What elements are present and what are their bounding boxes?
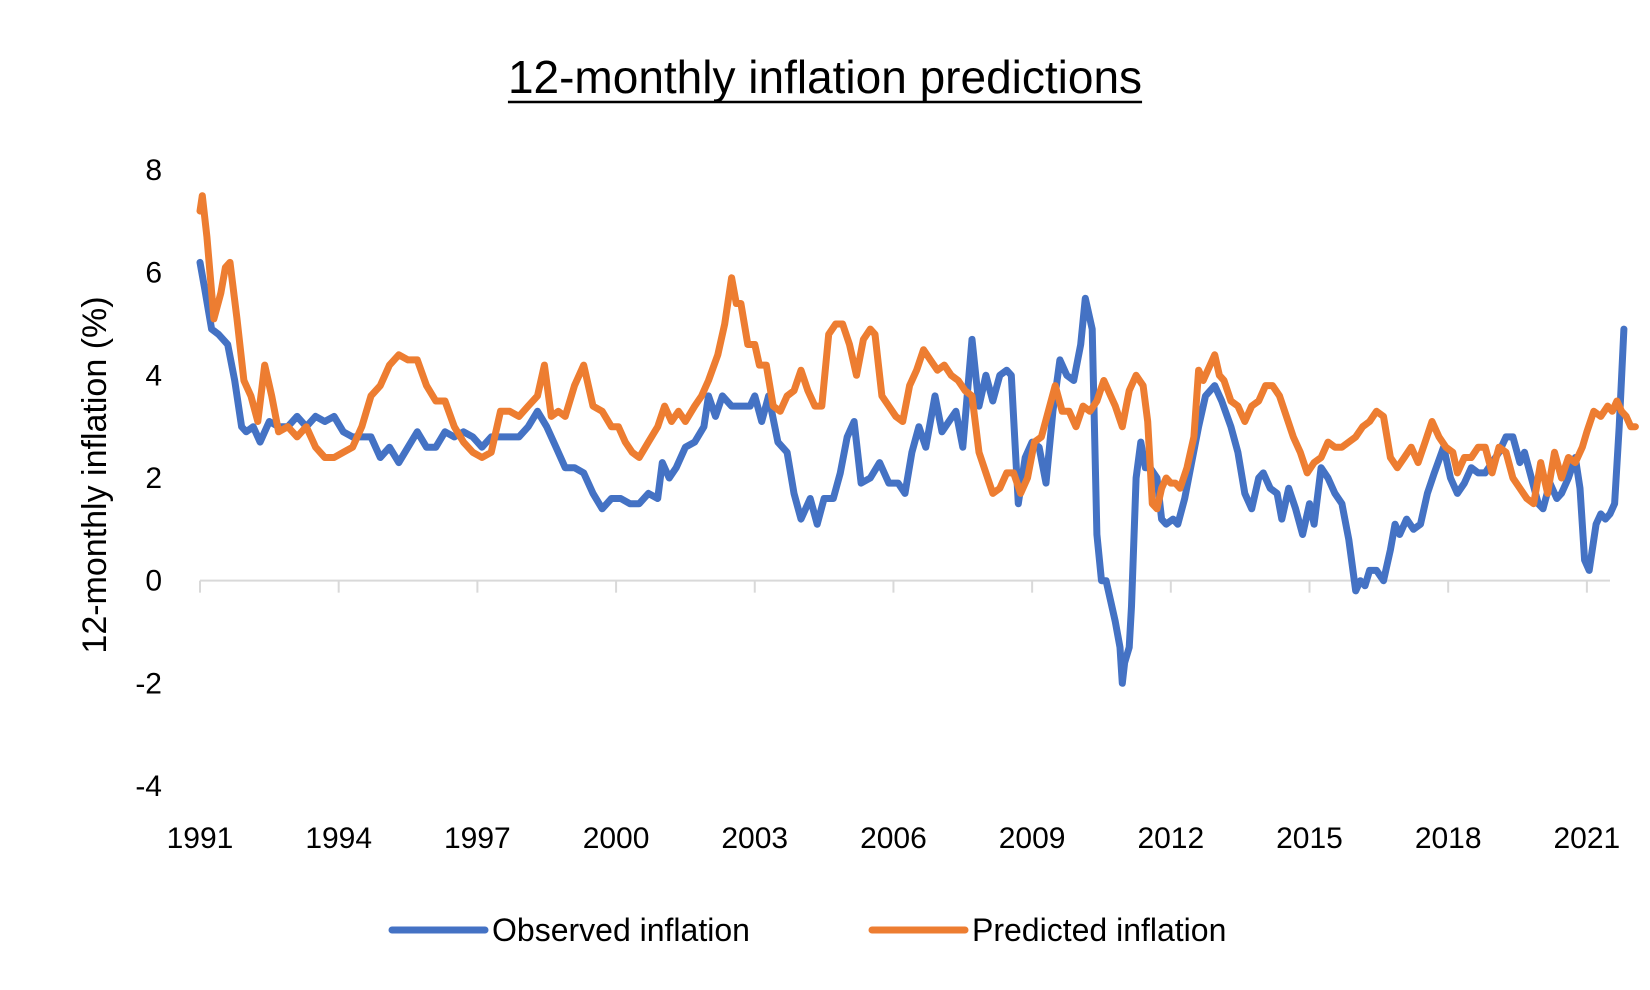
- x-tick-label: 2006: [860, 822, 927, 855]
- y-tick-label: 2: [145, 462, 162, 495]
- observed-inflation-line: [196, 258, 1628, 687]
- y-axis-ticks: 8 6 4 2 0 -2 -4: [135, 154, 162, 803]
- x-tick-label: 1997: [444, 822, 511, 855]
- x-tick-label: 2018: [1415, 822, 1482, 855]
- x-tick-label: 1991: [167, 822, 234, 855]
- chart-title: 12-monthly inflation predictions: [508, 51, 1142, 103]
- series-lines: [196, 192, 1639, 687]
- y-tick-label: -4: [135, 770, 162, 803]
- x-tick-label: 2015: [1276, 822, 1343, 855]
- x-tick-label: 2003: [721, 822, 788, 855]
- y-tick-label: 6: [145, 257, 162, 290]
- x-tick-label: 2009: [999, 822, 1066, 855]
- y-tick-label: -2: [135, 667, 162, 700]
- y-axis-title: 12-monthly inflation (%): [76, 296, 114, 653]
- x-tick-label: 2021: [1554, 822, 1621, 855]
- predicted-inflation-line: [196, 192, 1639, 513]
- legend-label-predicted: Predicted inflation: [972, 912, 1226, 948]
- y-tick-label: 8: [145, 154, 162, 187]
- y-tick-label: 4: [145, 359, 162, 392]
- x-tick-label: 2000: [583, 822, 650, 855]
- x-axis-ticks: 1991 1994 1997 2000 2003 2006 2009 2012 2015 2018…: [167, 822, 1621, 855]
- x-tick-label: 2012: [1137, 822, 1204, 855]
- x-tick-label: 1994: [305, 822, 372, 855]
- legend-label-observed: Observed inflation: [492, 912, 750, 948]
- x-axis: [199, 579, 1610, 593]
- legend: Observed inflation Predicted inflation: [388, 912, 1226, 948]
- y-tick-label: 0: [145, 565, 162, 598]
